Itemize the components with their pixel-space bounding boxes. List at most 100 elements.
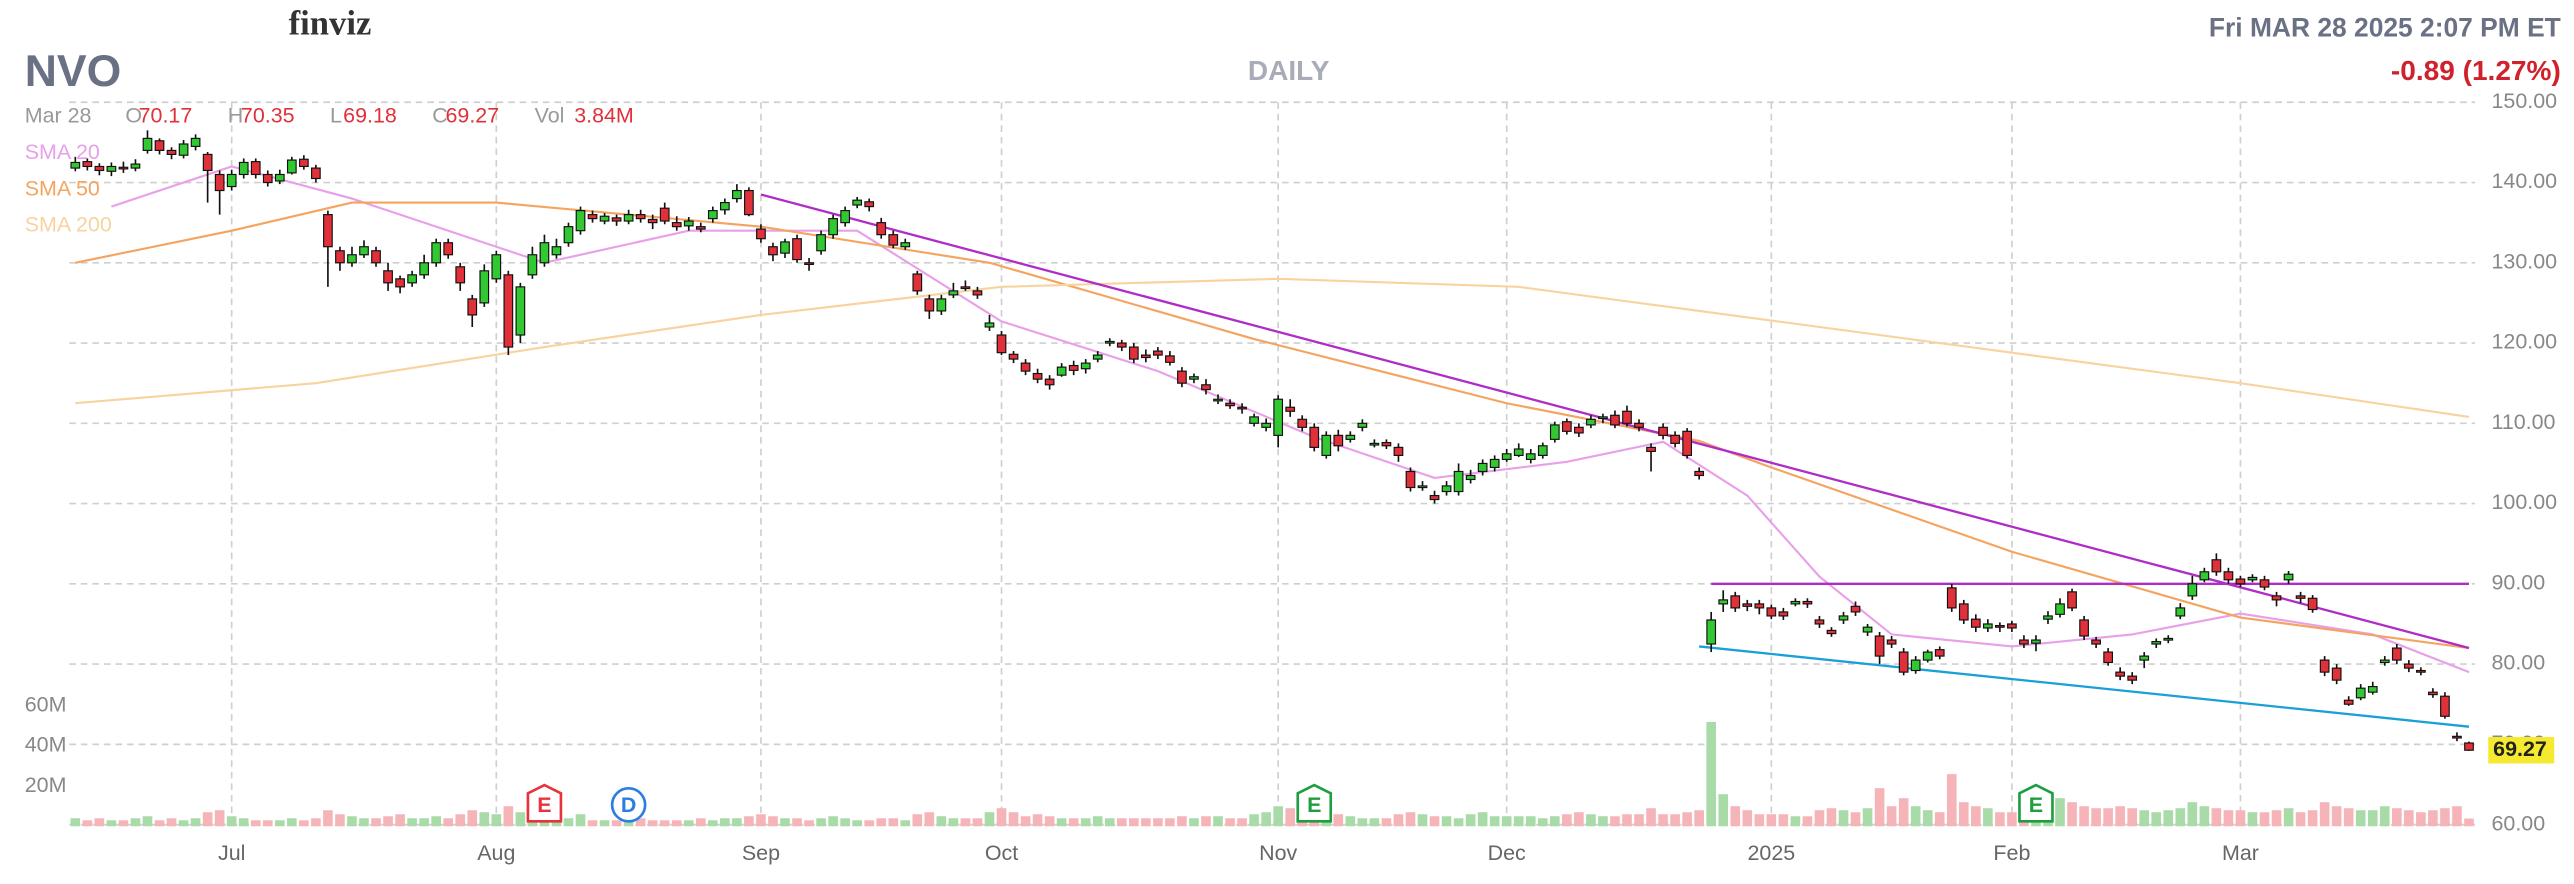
y-tick-label: 90.00 (2492, 570, 2546, 594)
candle-body (1513, 448, 1524, 456)
ticker: NVO (25, 47, 121, 96)
candle-body (1225, 402, 1235, 407)
volume-bar (166, 818, 177, 827)
candle-body (1898, 651, 1909, 673)
volume-bar (2091, 808, 2101, 827)
brand[interactable]: finviz (289, 4, 372, 42)
event-marker (610, 787, 647, 823)
candle-body (238, 161, 249, 176)
volume-bar (2271, 810, 2282, 827)
volume-bar (1513, 816, 1524, 827)
candle-body (1850, 605, 1861, 613)
volume-bar (1550, 816, 1560, 827)
volume-bar (106, 820, 117, 827)
volume-bar (972, 818, 983, 827)
candle-body (2307, 597, 2318, 611)
volume-bar (1032, 814, 1043, 827)
datetime: Fri MAR 28 2025 2:07 PM ET (2209, 13, 2561, 43)
candle-body (1790, 600, 1801, 605)
volume-bar (395, 814, 405, 827)
volume-bar (1237, 818, 1247, 827)
candle-body (1104, 340, 1115, 344)
candle-body (2235, 578, 2246, 585)
candle-body (1213, 398, 1223, 402)
sma-legend: SMA 20 (25, 140, 100, 164)
candle-body (1381, 441, 1392, 447)
candle-body (1826, 629, 1837, 635)
volume-bar (720, 818, 730, 827)
candle-body (924, 298, 935, 312)
candle-body (1598, 416, 1608, 420)
candle-body (828, 218, 838, 236)
candle-body (792, 238, 802, 261)
volume-bar (1441, 816, 1452, 827)
candle-body (298, 158, 309, 168)
volume-bar (695, 818, 706, 827)
volume-bar (1405, 812, 1416, 827)
candle-body (491, 254, 502, 280)
volume-bar (1826, 808, 1837, 827)
volume-bar (587, 820, 598, 827)
candle-body (2079, 619, 2089, 637)
candle-body (274, 173, 285, 182)
candle-body (2247, 576, 2258, 581)
volume-bar (2175, 808, 2186, 827)
candle-body (2271, 595, 2282, 601)
candle-body (1092, 354, 1103, 360)
candle-body (1249, 416, 1259, 424)
volume-bar (1129, 818, 1139, 827)
volume-bar (2416, 812, 2426, 827)
candle-body (1465, 474, 1476, 481)
volume-bar (2319, 802, 2330, 827)
volume-bar (1153, 818, 1163, 827)
volume-bar (1273, 806, 1283, 827)
volume-bar (2428, 810, 2438, 827)
volume-bar (1971, 806, 1981, 827)
volume-bar (1670, 814, 1680, 827)
candle-body (527, 254, 538, 276)
candle-body (984, 322, 995, 328)
candle-body (900, 242, 911, 248)
volume-bar (1562, 814, 1572, 827)
legend-date: Mar 28 (25, 104, 92, 128)
volume-bar (287, 818, 297, 827)
candle-body (2199, 571, 2210, 581)
volume-bar (1080, 818, 1091, 827)
volume-bar (2103, 808, 2113, 827)
volume-bar (2295, 812, 2306, 827)
x-tick-label: Dec (1488, 841, 1526, 865)
candle-body (359, 246, 369, 256)
candle-body (1537, 445, 1548, 456)
candle-body (1237, 406, 1247, 410)
legend-label: L (330, 104, 342, 128)
candle-body (130, 163, 141, 169)
candle-body (311, 167, 321, 180)
candle-body (2416, 669, 2426, 673)
event-label: D (621, 793, 636, 817)
volume-bar (2067, 802, 2077, 827)
volume-bar (2187, 802, 2198, 827)
volume-bar (780, 818, 790, 827)
candle-body (972, 290, 983, 296)
candle-body (2043, 615, 2053, 620)
candle-body (1982, 623, 1993, 629)
candle-body (1165, 355, 1175, 363)
candle-body (2452, 735, 2462, 739)
candle-body (1754, 603, 1765, 609)
candle-body (1958, 603, 1969, 621)
volume-bar (419, 818, 429, 827)
candle-body (1934, 649, 1945, 657)
volume-bar (2440, 808, 2450, 827)
candle-body (1417, 485, 1428, 489)
event-marker (1296, 783, 1333, 823)
volume-bar (1177, 816, 1187, 827)
volume-bar (1465, 814, 1476, 827)
volume-bar (311, 818, 321, 827)
volume-bar (1477, 812, 1488, 827)
candle-body (70, 161, 81, 169)
volume-bar (2355, 810, 2366, 827)
volume-bar (1201, 816, 1211, 827)
candle-body (804, 262, 814, 266)
candle-body (1489, 458, 1500, 469)
volume-bar (1225, 818, 1235, 827)
